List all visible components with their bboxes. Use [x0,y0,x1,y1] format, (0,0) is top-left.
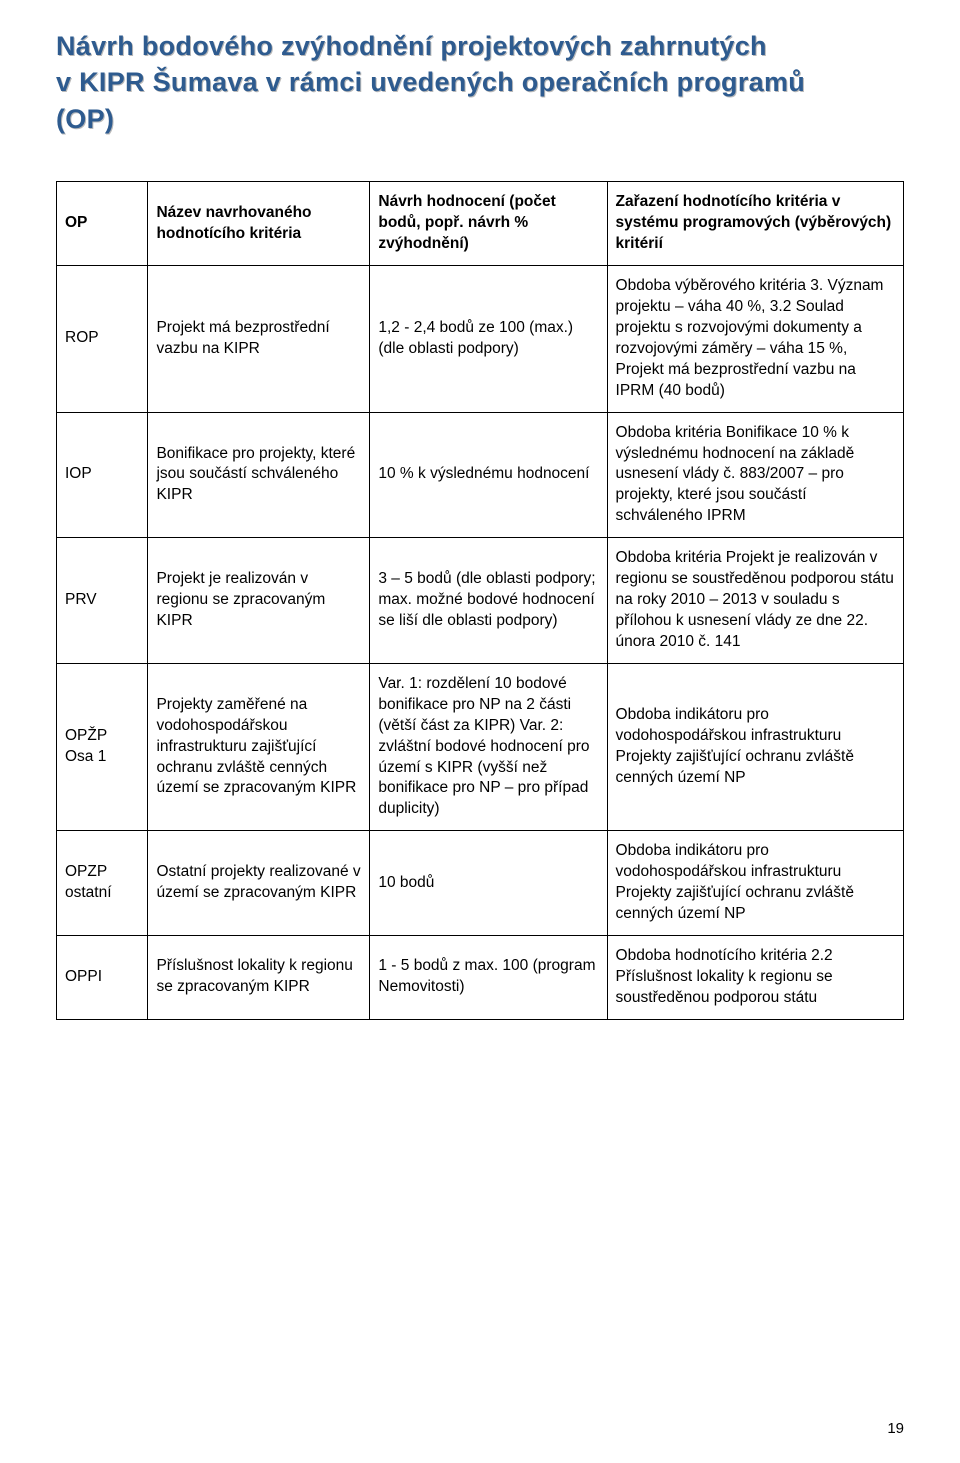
cell-placement: Obdoba hodnotícího kritéria 2.2 Příslušn… [607,935,903,1019]
page-title-line2: v KIPR Šumava v rámci uvedených operační… [56,64,904,100]
table-row: PRV Projekt je realizován v regionu se z… [57,538,904,664]
header-op: OP [57,182,148,266]
cell-name: Ostatní projekty realizované v území se … [148,831,370,936]
cell-name: Projekt má bezprostřední vazbu na KIPR [148,266,370,413]
page-title-block: Návrh bodového zvýhodnění projektových z… [56,28,904,137]
header-score: Návrh hodnocení (počet bodů, popř. návrh… [370,182,607,266]
cell-op: PRV [57,538,148,664]
cell-placement: Obdoba kritéria Bonifikace 10 % k výsled… [607,412,903,538]
page-number: 19 [887,1420,904,1437]
cell-score: 10 % k výslednému hodnocení [370,412,607,538]
document-page: Návrh bodového zvýhodnění projektových z… [0,0,960,1463]
cell-score: 3 – 5 bodů (dle oblasti podpory; max. mo… [370,538,607,664]
cell-op: OPZP ostatní [57,831,148,936]
page-title-line3: (OP) [56,101,904,137]
cell-placement: Obdoba výběrového kritéria 3. Význam pro… [607,266,903,413]
header-placement: Zařazení hodnotícího kritéria v systému … [607,182,903,266]
cell-name: Příslušnost lokality k regionu se zpraco… [148,935,370,1019]
criteria-table: OP Název navrhovaného hodnotícího kritér… [56,181,904,1019]
cell-name: Bonifikace pro projekty, které jsou souč… [148,412,370,538]
table-row: OPŽP Osa 1 Projekty zaměřené na vodohosp… [57,663,904,830]
cell-placement: Obdoba indikátoru pro vodohospodářskou i… [607,663,903,830]
table-row: OPZP ostatní Ostatní projekty realizovan… [57,831,904,936]
table-header-row: OP Název navrhovaného hodnotícího kritér… [57,182,904,266]
page-title-line1: Návrh bodového zvýhodnění projektových z… [56,28,904,64]
cell-score: 10 bodů [370,831,607,936]
cell-op: OPŽP Osa 1 [57,663,148,830]
header-name: Název navrhovaného hodnotícího kritéria [148,182,370,266]
cell-score: 1,2 - 2,4 bodů ze 100 (max.) (dle oblast… [370,266,607,413]
cell-placement: Obdoba indikátoru pro vodohospodářskou i… [607,831,903,936]
cell-score: 1 - 5 bodů z max. 100 (program Nemovitos… [370,935,607,1019]
cell-name: Projekt je realizován v regionu se zprac… [148,538,370,664]
cell-name: Projekty zaměřené na vodohospodářskou in… [148,663,370,830]
table-row: OPPI Příslušnost lokality k regionu se z… [57,935,904,1019]
table-row: ROP Projekt má bezprostřední vazbu na KI… [57,266,904,413]
table-row: IOP Bonifikace pro projekty, které jsou … [57,412,904,538]
cell-op: ROP [57,266,148,413]
cell-op: OPPI [57,935,148,1019]
cell-placement: Obdoba kritéria Projekt je realizován v … [607,538,903,664]
cell-op: IOP [57,412,148,538]
cell-score: Var. 1: rozdělení 10 bodové bonifikace p… [370,663,607,830]
